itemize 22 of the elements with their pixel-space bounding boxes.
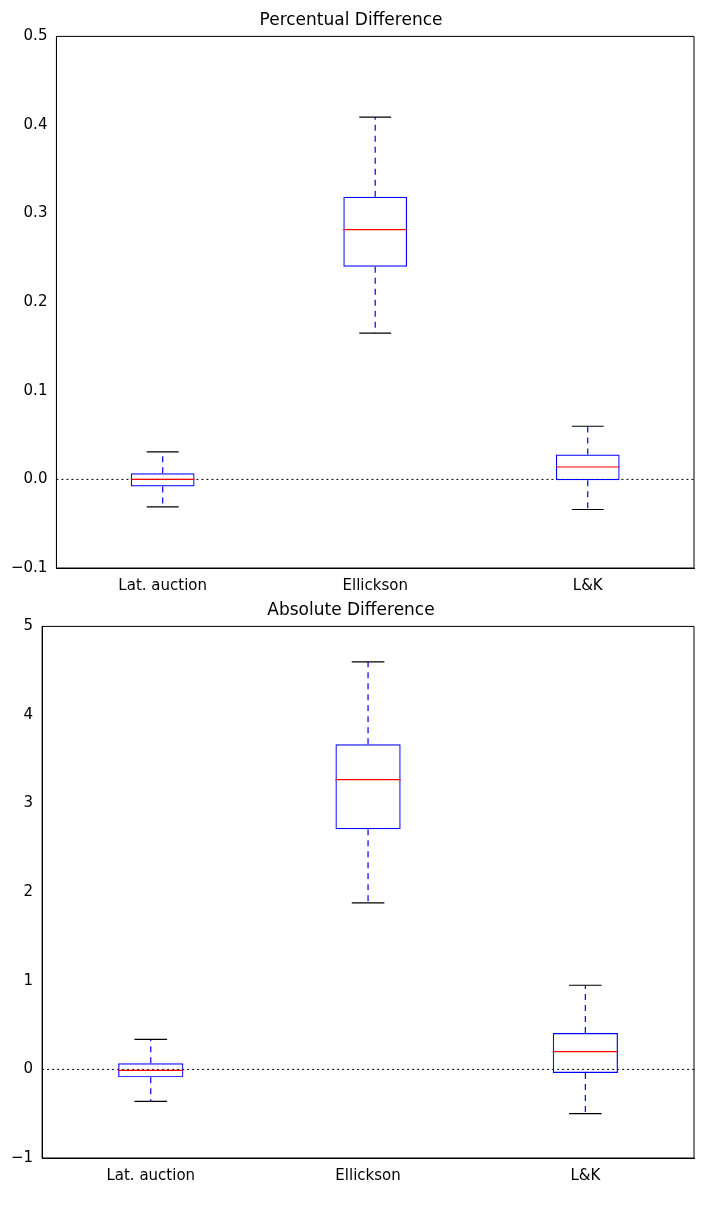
y-tick-label: 0.3	[23, 203, 48, 222]
y-tick-label: 0.0	[23, 469, 48, 488]
y-tick-label: −0.1	[10, 557, 48, 576]
x-tick-label: Ellickson	[335, 1165, 401, 1184]
y-tick-label: 0.2	[23, 292, 48, 311]
y-tick-label: 0.4	[23, 114, 48, 133]
x-tick-label: Lat. auction	[106, 1165, 196, 1184]
chart-title: Absolute Difference	[267, 598, 435, 619]
x-tick-label: Lat. auction	[118, 575, 208, 594]
chart-title: Percentual Difference	[259, 8, 443, 29]
x-tick-label: L&K	[570, 1165, 602, 1184]
y-tick-label: 2	[23, 882, 34, 901]
y-tick-label: 0.1	[23, 380, 48, 399]
y-tick-label: 4	[23, 704, 34, 723]
y-tick-label: 0	[23, 1059, 34, 1078]
y-tick-label: −1	[10, 1147, 34, 1166]
y-tick-label: 5	[23, 616, 34, 635]
x-tick-label: L&K	[572, 575, 604, 594]
x-tick-label: Ellickson	[342, 575, 408, 594]
y-tick-label: 1	[23, 970, 34, 989]
y-tick-label: 0.5	[23, 26, 48, 45]
y-tick-label: 3	[23, 793, 34, 812]
